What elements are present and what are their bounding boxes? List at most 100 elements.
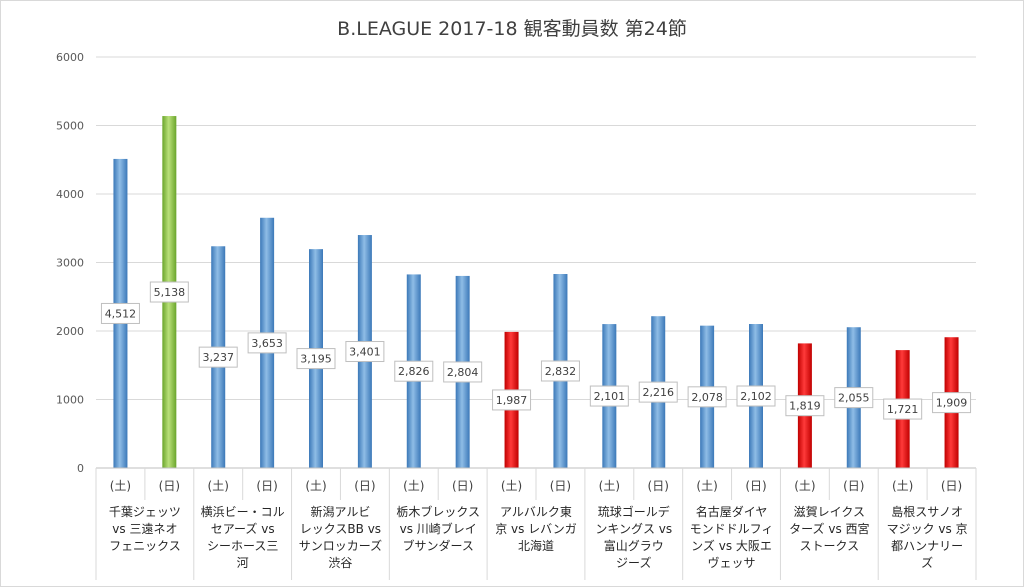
data-label-box <box>345 341 385 363</box>
category-label-line: ンズ vs 大阪エ <box>691 539 772 553</box>
x-tick-day: (土) <box>110 479 131 493</box>
data-label-box <box>589 385 629 407</box>
category-label-line: セアーズ vs <box>210 522 275 536</box>
data-label: 4,512 <box>105 307 137 320</box>
category-label-line: レックスBB vs <box>299 522 382 536</box>
x-tick-day: (土) <box>501 479 522 493</box>
category-label: 琉球ゴールデ ンキングス vs 富山グラウジーズ <box>585 504 683 572</box>
category-label: 栃木ブレックス vs 川崎ブレイ ブサンダース <box>389 504 487 555</box>
data-label: 2,804 <box>447 366 479 379</box>
category-label-line: 千葉ジェッツ <box>108 505 181 519</box>
data-label: 2,826 <box>398 365 430 378</box>
data-label: 2,055 <box>838 392 870 405</box>
x-tick-day: (日) <box>843 479 864 493</box>
category-label: 横浜ビー・コル セアーズ vs シーホース三河 <box>194 504 292 572</box>
category-label-line: ズ <box>921 556 934 570</box>
data-label: 5,138 <box>154 286 186 299</box>
x-tick-day: (日) <box>745 479 766 493</box>
data-label: 3,237 <box>202 351 234 364</box>
y-tick-label: 2000 <box>56 325 84 338</box>
category-label: 名古屋ダイヤ モンドドルフィ ンズ vs 大阪エ ヴェッサ <box>683 504 781 572</box>
data-label: 3,195 <box>300 353 332 366</box>
data-label: 2,078 <box>691 391 723 404</box>
category-label-line: ジーズ <box>616 556 652 570</box>
category-label-line: vs 川崎ブレイ <box>399 522 477 536</box>
category-label-line: シーホース三 <box>206 539 279 553</box>
x-tick-day: (土) <box>208 479 229 493</box>
category-label-line: ブサンダース <box>402 539 474 553</box>
x-tick-day: (日) <box>256 479 277 493</box>
category-label-line: 北海道 <box>517 539 554 553</box>
data-label: 3,653 <box>251 337 283 350</box>
category-label: 滋賀レイクス ターズ vs 西宮 ストークス <box>780 504 878 555</box>
category-label-line: 京 vs レバンガ <box>495 522 577 536</box>
category-label-line: 琉球ゴールデ <box>597 505 670 519</box>
category-label: 島根スサノオ マジック vs 京都ハンナリーズ <box>878 504 976 572</box>
data-label-box <box>834 387 874 409</box>
x-tick-day: (日) <box>941 479 962 493</box>
data-label-box <box>198 346 238 368</box>
data-label: 1,987 <box>496 394 528 407</box>
x-tick-day: (土) <box>305 479 326 493</box>
category-label-line: 富山グラウ <box>603 539 664 553</box>
data-label-box <box>247 332 287 354</box>
category-label: アルバルク東京 vs レバンガ 北海道 <box>487 504 585 555</box>
category-label: 新潟アルビレックスBB vs サンロッカーズ 渋谷 <box>292 504 390 572</box>
data-label-box <box>443 361 483 383</box>
data-label: 2,102 <box>740 390 772 403</box>
data-label: 1,819 <box>789 400 821 413</box>
data-label-box <box>687 386 727 408</box>
category-label-line: 横浜ビー・コル <box>200 505 285 519</box>
category-label-line: 栃木ブレックス <box>396 505 481 519</box>
x-tick-day: (日) <box>550 479 571 493</box>
data-label: 2,216 <box>642 386 674 399</box>
data-label-box <box>883 398 923 420</box>
x-tick-day: (土) <box>794 479 815 493</box>
data-label-box <box>149 281 189 303</box>
category-label-line: 新潟アルビ <box>310 505 371 519</box>
x-tick-day: (日) <box>648 479 669 493</box>
category-label-line: マジック vs 京 <box>886 522 968 536</box>
x-tick-day: (日) <box>159 479 180 493</box>
y-tick-label: 1000 <box>56 394 84 407</box>
category-label: 千葉ジェッツ vs 三遠ネオ フェニックス <box>96 504 194 555</box>
y-tick-label: 3000 <box>56 257 84 270</box>
category-label-line: ンキングス vs <box>595 522 673 536</box>
data-label: 2,832 <box>545 365 577 378</box>
chart-title: B.LEAGUE 2017-18 観客動員数 第24節 <box>337 18 687 40</box>
category-label-line: モンドドルフィ <box>689 522 774 536</box>
category-label-line: ヴェッサ <box>707 556 756 570</box>
data-label-box <box>736 385 776 407</box>
data-label-box <box>492 389 532 411</box>
category-label-line: 名古屋ダイヤ <box>695 505 768 519</box>
x-tick-day: (日) <box>452 479 473 493</box>
y-tick-label: 0 <box>77 462 84 475</box>
data-label: 1,909 <box>936 397 968 410</box>
data-label-box <box>638 381 678 403</box>
y-tick-label: 4000 <box>56 188 84 201</box>
category-label-line: vs 三遠ネオ <box>112 522 178 536</box>
x-tick-day: (土) <box>696 479 717 493</box>
category-label-line: アルバルク東 <box>500 505 572 519</box>
category-label-line: 渋谷 <box>328 556 353 570</box>
category-label-line: 島根スサノオ <box>891 505 963 519</box>
category-label-line: サンロッカーズ <box>298 539 383 553</box>
data-label-box <box>296 348 336 370</box>
data-label-box <box>394 360 434 382</box>
y-tick-label: 6000 <box>56 51 84 64</box>
x-tick-day: (日) <box>354 479 375 493</box>
category-label-line: ターズ vs 西宮 <box>789 522 870 536</box>
x-tick-day: (土) <box>599 479 620 493</box>
data-label: 3,401 <box>349 346 381 359</box>
data-label-box <box>932 392 972 414</box>
data-label: 1,721 <box>887 403 919 416</box>
data-label-box <box>540 360 580 382</box>
x-tick-day: (土) <box>892 479 913 493</box>
category-label-line: 都ハンナリー <box>891 539 964 553</box>
data-label: 2,101 <box>594 390 626 403</box>
category-label-line: フェニックス <box>109 539 181 553</box>
x-tick-day: (土) <box>403 479 424 493</box>
category-label-line: 滋賀レイクス <box>793 505 866 519</box>
category-label-line: 河 <box>236 556 249 570</box>
